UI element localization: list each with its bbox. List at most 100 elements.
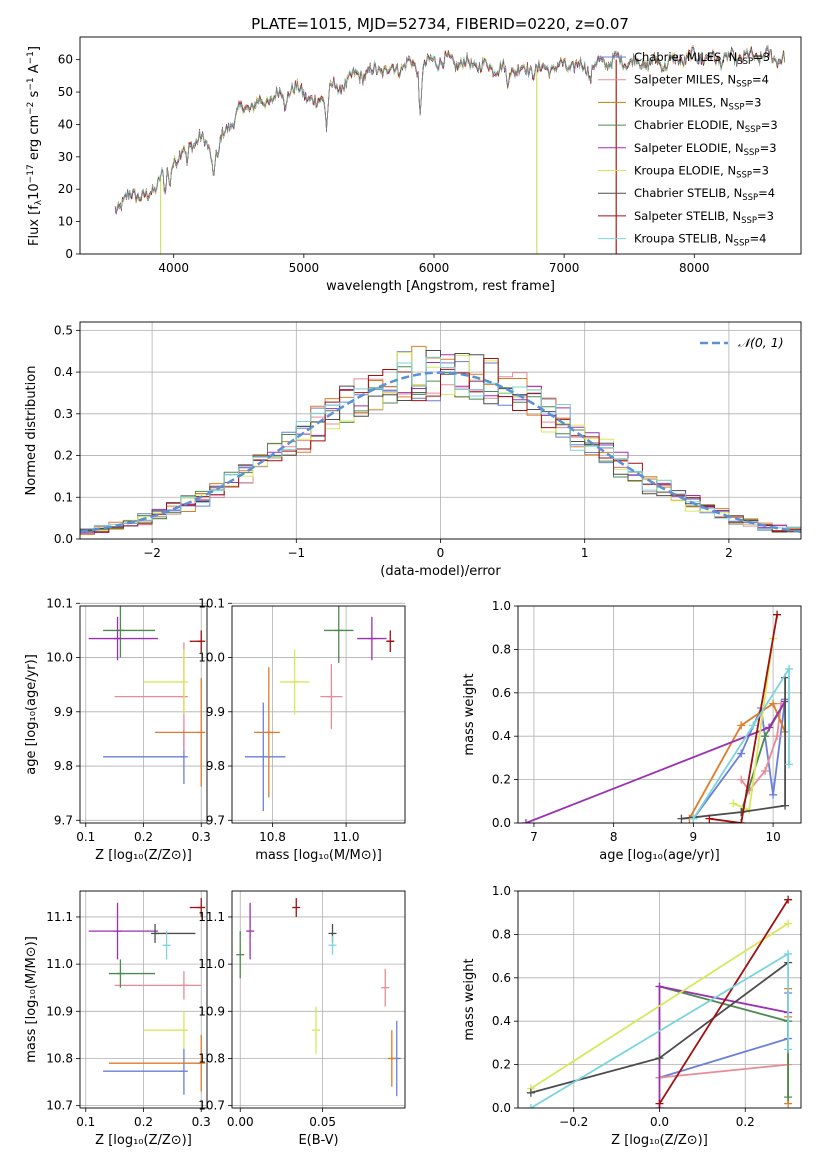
weight-marker: [781, 801, 790, 810]
x-axis-label: Z [log₁₀(Z/Z⊙)]: [95, 848, 192, 863]
y-tick-label: 9.8: [54, 759, 73, 773]
weight-marker: [737, 819, 746, 823]
weight-series-line: [530, 922, 789, 1090]
chart-mass_vs_ebv: 0.00 0.05 10.7 10.8 10.9 11.0 11.1 E(B-V): [198, 890, 406, 1148]
legend-value: =3: [757, 209, 774, 223]
weight-marker: [769, 790, 778, 799]
x-tick-label: 11.0: [333, 830, 360, 844]
x-tick-label: 0.3: [192, 830, 211, 844]
x-tick-label: 0.3: [192, 1115, 211, 1129]
plot-area: [526, 895, 793, 1108]
y-tick-label: 0: [65, 247, 73, 261]
x-tick-label: 5000: [289, 261, 320, 275]
legend-subscript: SSP: [744, 148, 760, 158]
weight-marker: [784, 895, 793, 904]
y-tick-label: 10.0: [198, 651, 225, 665]
chart-age_vs_mass: 10.8 11.0 9.7 9.8 9.9 10.0 10.1 mass [log₁₀(M/M…: [198, 596, 406, 863]
legend-entry: Chabrier MILES, NSSP=3: [634, 50, 770, 67]
y-tick-label: 11.1: [198, 910, 225, 924]
legend-entry: Chabrier ELODIE, NSSP=3: [634, 118, 778, 135]
y-axis-label-part: erg cm: [27, 115, 42, 164]
chart-weight_vs_age: 7 8 9 10 0.0 0.2 0.4 0.6 0.8 1.0 age [log₁₀(age/yr…: [462, 599, 802, 863]
y-tick-label: 10.9: [46, 1004, 73, 1018]
weight-series-line: [692, 699, 786, 820]
legend-label: Kroupa MILES, N: [634, 95, 729, 109]
y-tick-label: 0.0: [54, 532, 73, 546]
weight-marker: [785, 760, 794, 769]
weight-series-line: [525, 701, 786, 823]
weight-marker: [784, 919, 793, 928]
y-tick-label: 20: [58, 182, 73, 196]
weight-series-line: [681, 677, 786, 820]
plot-area: [80, 345, 801, 537]
legend-subscript: SSP: [742, 193, 758, 203]
y-tick-label: 0.2: [492, 1058, 511, 1072]
y-tick-label: 11.0: [198, 957, 225, 971]
x-tick-label: 0.2: [736, 1115, 755, 1129]
y-tick-label: 1.0: [492, 884, 511, 898]
y-tick-label: 10.1: [198, 596, 225, 610]
y-axis-label: mass weight: [462, 958, 477, 1040]
y-tick-label: 0.4: [492, 1014, 511, 1028]
weight-marker: [773, 732, 782, 741]
y-tick-label: 1.0: [492, 599, 511, 613]
legend-entry: Kroupa MILES, NSSP=3: [634, 95, 761, 112]
weight-marker: [785, 664, 794, 673]
legend-value: =4: [752, 73, 769, 87]
weight-marker: [773, 610, 782, 619]
y-axis-label: mass [log₁₀(M/M⊙)]: [24, 936, 39, 1063]
y-tick-label: 9.8: [206, 759, 225, 773]
x-tick-label: 7: [530, 830, 538, 844]
y-axis-label-part: ]: [27, 46, 42, 51]
legend-value: =4: [749, 232, 766, 246]
plot-area: [114, 44, 785, 254]
y-tick-label: 0.3: [54, 407, 73, 421]
weight-series-line: [692, 665, 790, 820]
y-axis-label-part: Flux [f: [27, 205, 42, 246]
y-tick-label: 60: [58, 53, 73, 67]
legend-entry: Salpeter ELODIE, NSSP=3: [634, 141, 777, 158]
x-axis-label: wavelength [Angstrom, rest frame]: [326, 279, 555, 294]
y-tick-label: 0.5: [54, 323, 73, 337]
weight-marker: [655, 1099, 664, 1108]
y-axis-label: age [log₁₀(age/yr)]: [24, 654, 39, 775]
x-tick-label: 6000: [419, 261, 450, 275]
weight-marker: [655, 1054, 664, 1063]
axes-frame: [231, 605, 406, 824]
legend-value: =4: [758, 186, 775, 200]
y-tick-label: 11.1: [46, 910, 73, 924]
axes-frame: [79, 890, 208, 1109]
x-tick-label: 7000: [549, 261, 580, 275]
y-tick-label: 10.8: [198, 1051, 225, 1065]
legend-subscript: SSP: [745, 125, 761, 135]
weight-marker: [737, 721, 746, 730]
legend-subscript: SSP: [737, 57, 753, 67]
chart-age_vs_z: 0.1 0.2 0.3 9.7 9.8 9.9 10.0 10.1 Z [log₁₀(Z/Z⊙)…: [24, 596, 211, 863]
y-tick-label: 10.7: [198, 1099, 225, 1113]
x-tick-label: 8: [610, 830, 618, 844]
y-tick-label: 50: [58, 85, 73, 99]
y-axis-label-part: −1: [26, 51, 36, 64]
x-tick-label: 4000: [158, 261, 189, 275]
normal-curve: [80, 371, 801, 533]
weight-marker: [784, 1045, 793, 1054]
plot-area: [88, 606, 206, 787]
weight-marker: [729, 799, 738, 808]
legend-entry: Salpeter STELIB, NSSP=3: [634, 209, 774, 226]
legend-subscript: SSP: [736, 171, 752, 181]
legend-subscript: SSP: [736, 80, 752, 90]
plot-area: [521, 610, 794, 823]
weight-marker: [655, 982, 664, 991]
weight-marker: [769, 699, 778, 708]
weight-marker: [526, 1088, 535, 1097]
y-tick-label: 30: [58, 150, 73, 164]
x-tick-label: −1: [287, 546, 305, 560]
chart-spectrum: 4000 5000 6000 7000 8000 0 10 20 30 40 50 60 wavelen…: [26, 36, 802, 294]
y-tick-label: 0.8: [492, 927, 511, 941]
weight-marker: [526, 1104, 535, 1108]
legend-subscript: SSP: [741, 216, 757, 226]
y-tick-label: 40: [58, 117, 73, 131]
weight-marker: [749, 721, 758, 730]
legend-value: =3: [761, 118, 778, 132]
